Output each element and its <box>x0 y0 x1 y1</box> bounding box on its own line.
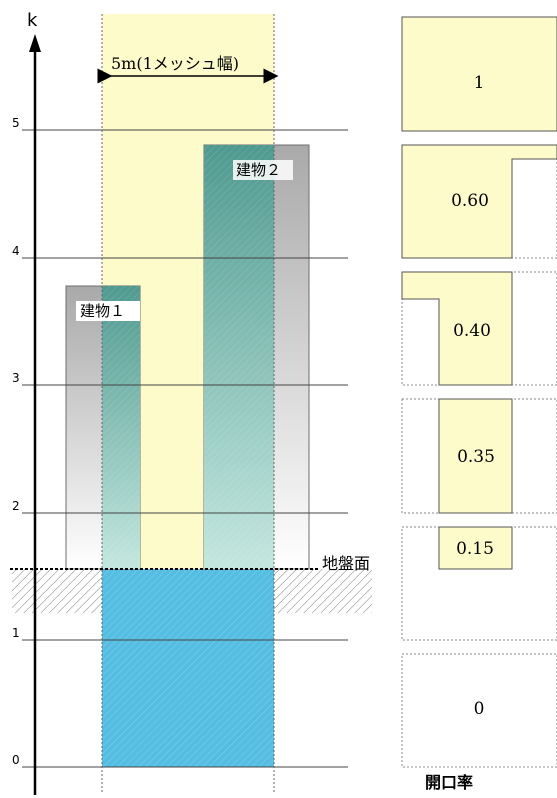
ratio-layer-1: 0.15 <box>401 526 557 641</box>
k-tick-5: 5 <box>12 116 20 130</box>
k-axis-label: k <box>27 10 38 31</box>
ratio-label-1: 1 <box>474 73 485 93</box>
building-1-label-box <box>76 301 140 321</box>
ratio-layer-0: 0 <box>401 653 557 768</box>
mesh-boundaries <box>101 14 275 792</box>
ratio-layer-3: 0.40 <box>401 271 557 386</box>
ratio-label-015: 0.15 <box>456 539 494 559</box>
ratio-label-040: 0.40 <box>453 321 491 341</box>
ratio-layer-2: 0.35 <box>401 398 557 514</box>
k-tick-1: 1 <box>12 626 20 640</box>
k-tick-4: 4 <box>12 244 20 258</box>
ratio-label-035: 0.35 <box>457 447 495 467</box>
k-tick-2: 2 <box>12 499 20 513</box>
k-tick-0: 0 <box>12 753 20 767</box>
k-gridlines <box>22 129 348 768</box>
building-2-label: 建物２ <box>236 161 281 179</box>
ground-label: 地盤面 <box>322 554 370 573</box>
ratio-label-0: 0 <box>474 699 485 719</box>
underground-mesh-hatch <box>102 569 274 767</box>
ratio-axis-label: 開口率 <box>425 773 473 792</box>
building-1-label: 建物１ <box>80 302 125 320</box>
mesh-width-label: 5m(1メッシュ幅) <box>111 54 239 73</box>
k-axis-arrowhead <box>29 34 41 52</box>
building-2-label-box <box>233 160 293 180</box>
ratio-layer-4: 0.60 <box>401 144 557 259</box>
k-tick-3: 3 <box>12 371 20 385</box>
ratio-label-060: 0.60 <box>451 191 489 211</box>
building-2-in-mesh-hatch <box>204 145 274 569</box>
building-1-in-mesh-hatch <box>102 286 140 569</box>
ratio-layer-5: 1 <box>401 16 557 132</box>
